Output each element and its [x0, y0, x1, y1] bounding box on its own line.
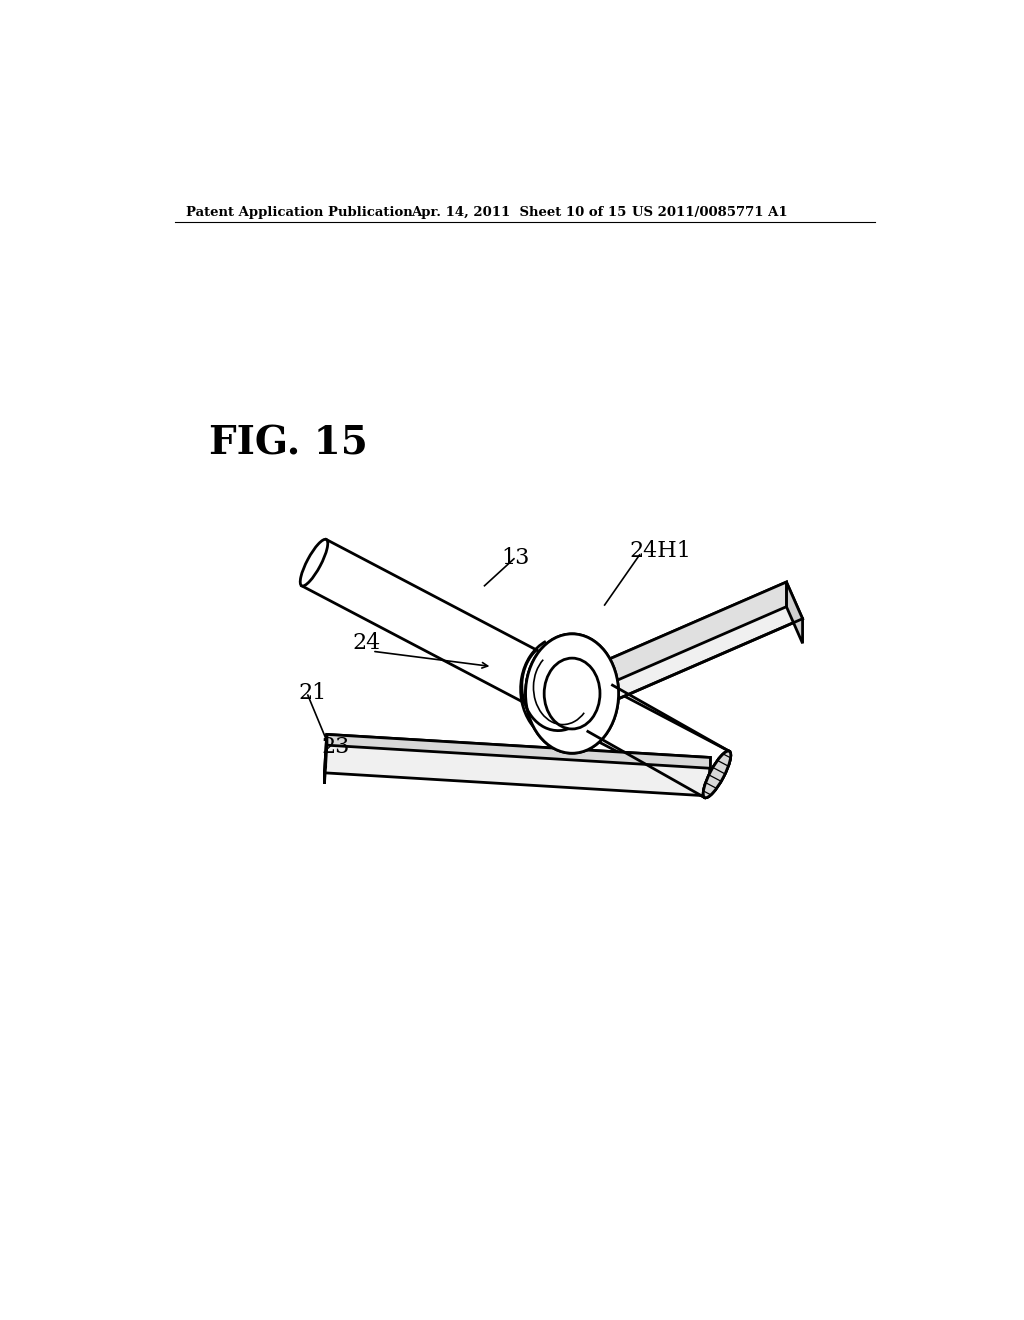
Polygon shape	[302, 540, 729, 797]
Text: 21: 21	[299, 682, 327, 704]
Polygon shape	[325, 734, 327, 784]
Text: 24H1: 24H1	[630, 540, 691, 561]
Polygon shape	[786, 582, 803, 643]
Text: 13: 13	[502, 548, 529, 569]
Text: FIG. 15: FIG. 15	[209, 424, 369, 462]
Polygon shape	[600, 582, 786, 688]
Polygon shape	[600, 582, 803, 700]
Text: Apr. 14, 2011  Sheet 10 of 15: Apr. 14, 2011 Sheet 10 of 15	[411, 206, 627, 219]
Ellipse shape	[703, 751, 731, 797]
Ellipse shape	[525, 634, 618, 754]
Text: Patent Application Publication: Patent Application Publication	[186, 206, 413, 219]
Text: 23: 23	[322, 737, 350, 758]
Text: 24: 24	[352, 632, 381, 653]
Ellipse shape	[544, 659, 600, 729]
Ellipse shape	[544, 659, 600, 729]
Polygon shape	[327, 734, 711, 768]
Text: US 2011/0085771 A1: US 2011/0085771 A1	[632, 206, 787, 219]
Polygon shape	[325, 734, 711, 796]
Ellipse shape	[703, 751, 731, 797]
Ellipse shape	[525, 634, 618, 754]
Ellipse shape	[703, 751, 731, 797]
Ellipse shape	[300, 540, 328, 586]
